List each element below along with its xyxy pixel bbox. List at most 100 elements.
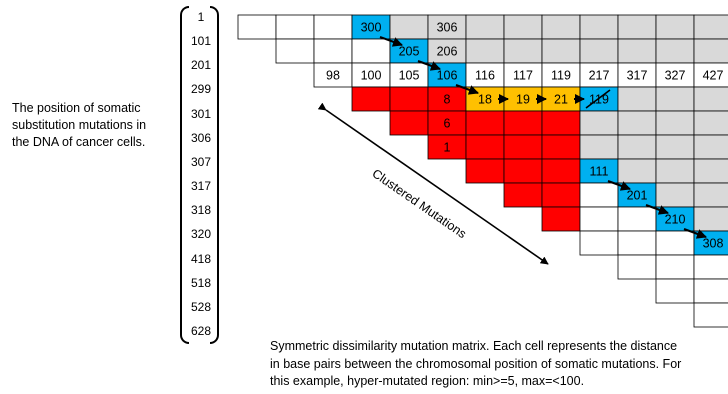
path-arrow (417, 60, 441, 71)
matrix-cell (503, 14, 543, 40)
position-value: 317 (190, 179, 212, 194)
matrix-cell-rect (655, 14, 695, 40)
matrix-cell: 105 (389, 62, 429, 88)
matrix-cell-rect (617, 254, 657, 280)
matrix-cell (579, 230, 619, 256)
matrix-cell-rect (693, 110, 728, 136)
matrix-cell (693, 278, 728, 304)
matrix-cell (313, 14, 353, 40)
matrix-cell-rect (617, 206, 657, 232)
matrix-cell-rect (693, 254, 728, 280)
matrix-cell-rect (655, 182, 695, 208)
matrix-cell (617, 158, 657, 184)
matrix-cell (617, 86, 657, 112)
matrix-cell: 327 (655, 62, 695, 88)
matrix-cell (541, 206, 581, 232)
matrix-cell-rect (465, 110, 505, 136)
matrix-cell-value: 106 (437, 69, 458, 83)
matrix-cell (693, 302, 728, 328)
matrix-cell (579, 110, 619, 136)
matrix-cell: 21 (541, 86, 581, 112)
position-value: 320 (190, 227, 212, 242)
matrix-cell-rect (579, 110, 619, 136)
matrix-cell-value: 217 (589, 69, 610, 83)
matrix-cell (503, 158, 543, 184)
matrix-cell-rect (617, 230, 657, 256)
matrix-cell-rect (389, 14, 429, 40)
matrix-cell (693, 182, 728, 208)
matrix-cell: 217 (579, 62, 619, 88)
matrix-cell (313, 38, 353, 64)
matrix-cell-rect (389, 110, 429, 136)
matrix-cell-rect (655, 38, 695, 64)
matrix-cell (465, 14, 505, 40)
matrix-cell (389, 14, 429, 40)
matrix-cell-value: 105 (399, 69, 420, 83)
matrix-cell-value: 427 (703, 69, 724, 83)
matrix-cell (617, 206, 657, 232)
matrix-cell: 206 (427, 38, 467, 64)
matrix-cell-rect (503, 62, 543, 88)
position-value: 307 (190, 154, 212, 169)
matrix-cell (389, 110, 429, 136)
matrix-cell-rect (693, 14, 728, 40)
matrix-cell-rect (351, 86, 391, 112)
matrix-cell: 8 (427, 86, 467, 112)
matrix-cell (541, 134, 581, 160)
matrix-cell (579, 182, 619, 208)
path-arrow (455, 84, 479, 95)
matrix-cell-rect (617, 86, 657, 112)
matrix-cell (655, 278, 695, 304)
matrix-cell (275, 14, 315, 40)
matrix-cell (693, 14, 728, 40)
matrix-cell-rect (541, 158, 581, 184)
matrix-cell: 6 (427, 110, 467, 136)
matrix-cell-value: 317 (627, 69, 648, 83)
path-arrow (607, 180, 631, 191)
matrix-cell-rect (693, 158, 728, 184)
matrix-cell (541, 182, 581, 208)
matrix-cell (617, 254, 657, 280)
matrix-cell-rect (541, 182, 581, 208)
matrix-cell (541, 158, 581, 184)
matrix-cell-value: 116 (475, 69, 495, 83)
matrix-cell-rect (579, 14, 619, 40)
position-bracket-left (180, 6, 189, 344)
matrix-cell-rect (655, 86, 695, 112)
caption-line-1: Symmetric dissimilarity mutation matrix.… (270, 339, 678, 353)
matrix-cell-rect (351, 38, 391, 64)
matrix-cell: 317 (617, 62, 657, 88)
matrix-cell (541, 110, 581, 136)
matrix-cell-rect (579, 182, 619, 208)
matrix-cell: 300 (351, 14, 391, 40)
matrix-cell-rect (313, 38, 353, 64)
matrix-cell (617, 38, 657, 64)
matrix-cell-rect (503, 38, 543, 64)
matrix-cell (237, 14, 277, 40)
matrix-cell-rect (655, 278, 695, 304)
matrix-cell (579, 38, 619, 64)
matrix-cell (617, 230, 657, 256)
matrix-cell-rect (617, 38, 657, 64)
caption-line-3: this example, hyper-mutated region: min>… (270, 374, 585, 388)
matrix-cell-rect (275, 14, 315, 40)
cross-out-mark (585, 89, 611, 109)
matrix-cell: 427 (693, 62, 728, 88)
matrix-cell (503, 38, 543, 64)
matrix-cell-rect (541, 38, 581, 64)
matrix-cell-rect (617, 110, 657, 136)
matrix-cell-value: 18 (478, 93, 492, 107)
matrix-cell-rect (465, 158, 505, 184)
matrix-cell: 98 (313, 62, 353, 88)
position-value: 318 (190, 203, 212, 218)
matrix-cell-value: 119 (589, 93, 609, 107)
matrix-cell-value: 306 (437, 21, 458, 35)
matrix-cell (617, 134, 657, 160)
matrix-cell (579, 134, 619, 160)
matrix-cell-rect (617, 134, 657, 160)
matrix-cell-value: 119 (551, 69, 571, 83)
matrix-cell-value: 327 (665, 69, 686, 83)
matrix-cell-rect (617, 62, 657, 88)
matrix-cell-value: 117 (513, 69, 533, 83)
